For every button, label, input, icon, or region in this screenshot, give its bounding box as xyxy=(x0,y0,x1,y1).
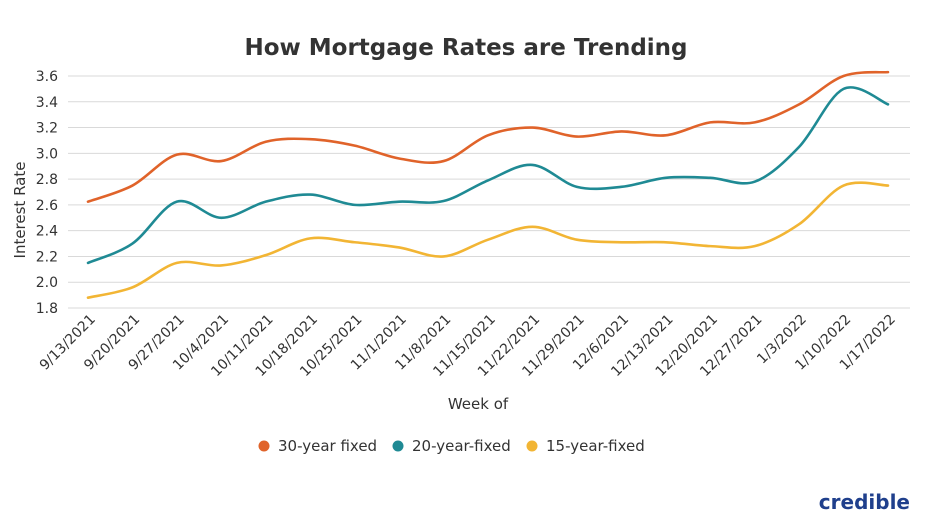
y-tick-label: 3.2 xyxy=(36,121,58,137)
legend-marker xyxy=(258,440,270,452)
legend: 30-year fixed 20-year-fixed 15-year-fixed xyxy=(258,437,645,455)
series-line-2 xyxy=(86,181,890,299)
y-tick-label: 2.2 xyxy=(36,249,58,265)
y-tick-label: 3.0 xyxy=(36,146,58,162)
y-tick-label: 2.4 xyxy=(36,224,58,240)
y-tick-label: 2.8 xyxy=(36,172,58,188)
y-tick-label: 1.8 xyxy=(36,301,58,317)
x-axis-label: Week of xyxy=(448,395,509,413)
legend-label: 15-year-fixed xyxy=(546,437,645,455)
y-tick-label: 2.6 xyxy=(36,198,58,214)
series-line-1 xyxy=(86,86,890,265)
legend-label: 20-year-fixed xyxy=(412,437,511,455)
legend-marker xyxy=(392,440,404,452)
chart-title: How Mortgage Rates are Trending xyxy=(244,35,687,61)
series-line-0 xyxy=(86,70,890,203)
y-axis-label: Interest Rate xyxy=(11,162,29,259)
y-tick-label: 3.4 xyxy=(36,95,58,111)
y-axis-ticks: 1.8 2.0 2.2 2.4 2.6 2.8 3.0 3.2 3.4 3.6 xyxy=(36,69,58,317)
series-lines xyxy=(86,70,890,299)
legend-label: 30-year fixed xyxy=(278,437,377,455)
credible-logo: credible xyxy=(819,490,910,514)
x-axis-ticks: 9/13/20219/20/20219/27/202110/4/202110/1… xyxy=(37,312,899,380)
y-tick-label: 3.6 xyxy=(36,69,58,85)
y-tick-label: 2.0 xyxy=(36,275,58,291)
legend-marker xyxy=(526,440,538,452)
